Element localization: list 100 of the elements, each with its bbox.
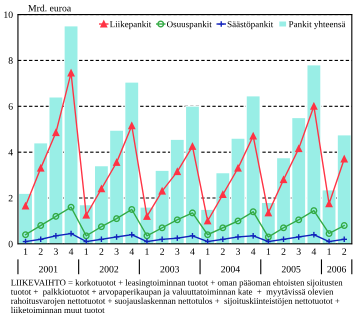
point	[174, 216, 181, 224]
x-tick-label: 3	[236, 248, 240, 255]
y-tick-label: 6	[8, 103, 13, 110]
point	[113, 234, 120, 240]
point	[250, 232, 257, 240]
point	[52, 129, 60, 136]
point	[98, 185, 105, 192]
y-tick-label: 8	[8, 57, 13, 64]
x-tick-label: 3	[296, 248, 301, 255]
point	[280, 224, 287, 232]
point	[37, 236, 44, 243]
point	[37, 222, 44, 229]
point	[310, 207, 318, 214]
text: 2006	[327, 266, 346, 272]
point	[68, 230, 75, 238]
point	[280, 236, 287, 243]
point	[52, 232, 60, 240]
x-tick-label: 3	[54, 248, 58, 255]
point	[280, 176, 287, 184]
point	[295, 234, 302, 240]
x-tick-label: 1	[24, 248, 28, 255]
x-tick-label: 3	[114, 248, 119, 255]
point	[68, 70, 75, 76]
point	[234, 164, 242, 172]
point	[204, 231, 212, 238]
x-tick-label: 4	[130, 248, 134, 255]
y-tick-label: 0	[8, 240, 13, 248]
y-tick-label: 4	[8, 149, 13, 156]
point	[174, 234, 181, 242]
point	[204, 217, 212, 224]
x-tick-label: 4	[190, 248, 195, 255]
point	[326, 230, 333, 238]
text: 2002	[100, 266, 118, 272]
point	[82, 212, 90, 219]
x-tick-label: 4	[250, 248, 256, 255]
text: 2004	[221, 266, 240, 272]
x-tick-label: 4	[68, 248, 74, 255]
point	[264, 238, 272, 244]
x-tick-label: 2	[282, 248, 286, 255]
point	[143, 238, 150, 244]
point	[204, 238, 212, 244]
point	[143, 232, 150, 240]
x-tick-label: 2	[160, 248, 164, 255]
text: 2005	[282, 266, 300, 272]
point	[82, 232, 90, 240]
point	[158, 188, 166, 195]
point	[219, 236, 226, 243]
x-tick-label: 1	[206, 248, 210, 255]
point	[189, 232, 196, 240]
point	[128, 122, 136, 130]
text: 2001	[39, 266, 58, 272]
point	[68, 204, 75, 211]
point	[340, 222, 348, 229]
legend-label: Säästöpankit	[228, 20, 274, 30]
point	[82, 238, 90, 244]
point	[234, 217, 242, 224]
point	[22, 231, 30, 238]
x-tick-label: 1	[145, 248, 149, 255]
point	[264, 234, 272, 240]
point	[158, 224, 166, 232]
point	[52, 212, 60, 220]
point	[189, 209, 196, 216]
point	[234, 234, 242, 240]
point	[189, 142, 196, 150]
legend-label: Osuuspankit	[166, 20, 212, 30]
y-axis-title: Mrd. euroa	[28, 4, 72, 12]
point	[98, 223, 105, 230]
point	[219, 191, 226, 198]
point	[143, 212, 150, 220]
point	[295, 145, 302, 152]
x-tick-label: 4	[312, 248, 316, 255]
point	[340, 156, 348, 162]
x-tick-label: 3	[175, 248, 180, 255]
point	[326, 200, 333, 208]
x-tick-label: 1	[84, 248, 88, 255]
point	[326, 238, 333, 244]
x-tick-label: 2	[99, 248, 104, 255]
y-tick-label: 10	[4, 11, 13, 18]
x-tick-label: 2	[220, 248, 225, 255]
point	[158, 236, 166, 243]
x-tick-label: 2	[342, 248, 346, 255]
y-tick-label: 2	[8, 194, 13, 202]
point	[310, 102, 318, 110]
point	[128, 231, 136, 238]
text: LIIKEVAIHTO = korkotuotot + leasingtoiminnan tuotot + oman pääoman ehtoisten sijoitusten tuotot + palkkiotuotot + arvopaperikaupan ja valuuttatoiminnan kate + myytävissä olevien rahoitusvarojen nettotuotot + suojauslaskennan nettotulos + sijoituskiinteistöjen nettotuotot + liiketoiminnan muut tuotot	[10, 279, 343, 314]
point	[295, 216, 302, 224]
point	[250, 132, 257, 140]
point	[98, 236, 105, 243]
point	[250, 208, 257, 216]
legend-label: Pankit yhteensä	[288, 20, 346, 30]
x-tick-label: 1	[327, 248, 331, 255]
point	[174, 168, 181, 176]
point	[128, 206, 136, 213]
point	[310, 231, 318, 238]
point	[113, 158, 120, 166]
x-tick-label: 2	[38, 248, 43, 255]
point	[37, 164, 44, 172]
point	[219, 224, 226, 232]
text: 2003	[160, 266, 180, 272]
point	[113, 215, 120, 222]
